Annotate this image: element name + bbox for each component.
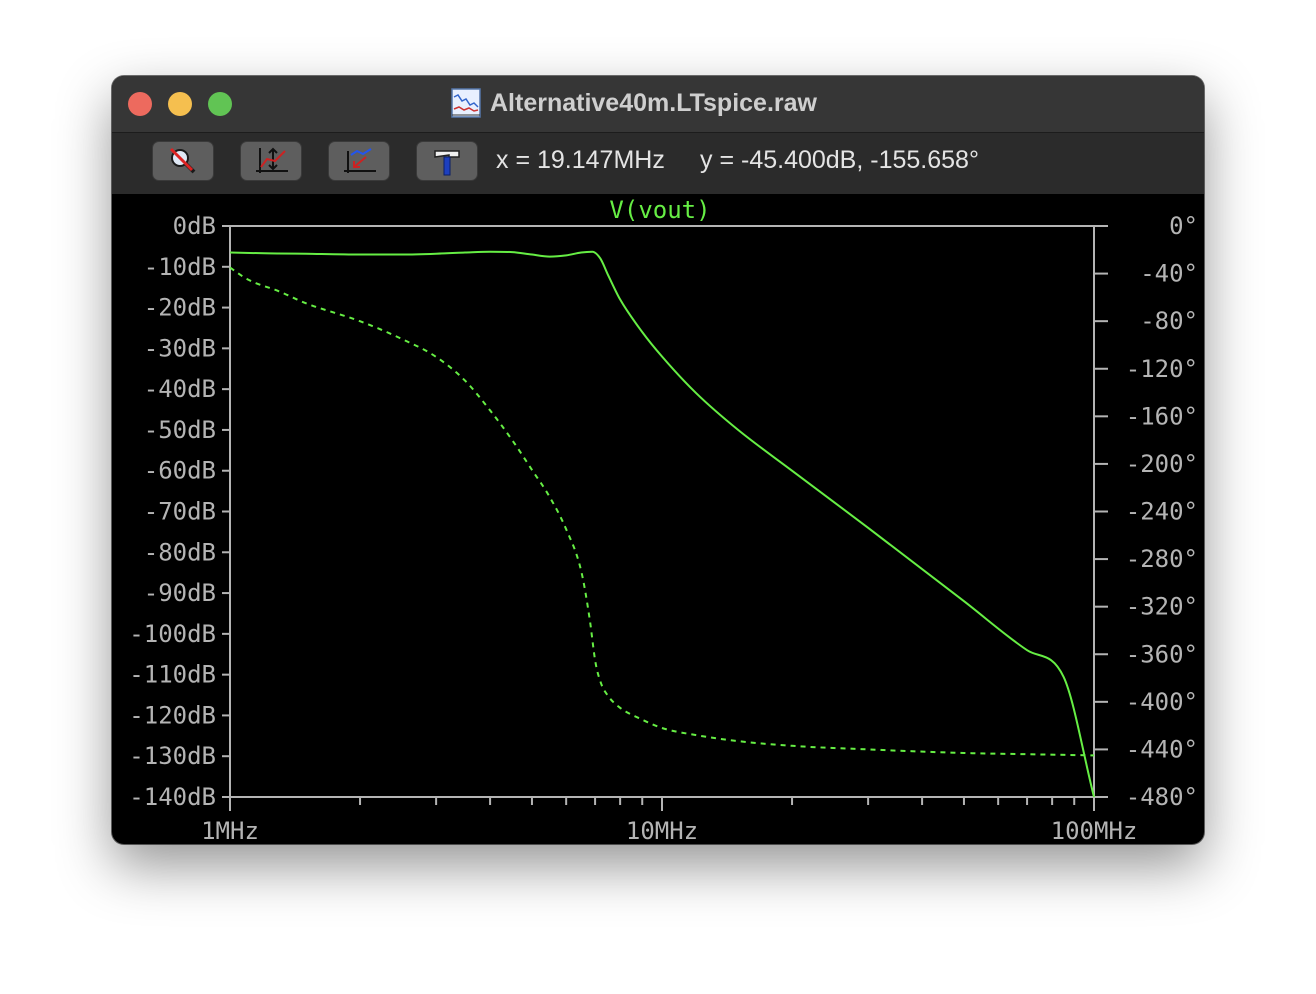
right-axis-tick-label: -160°: [1126, 402, 1198, 430]
close-button[interactable]: [128, 92, 152, 116]
zoom-cancel-button[interactable]: [152, 141, 214, 181]
phase-trace[interactable]: [229, 266, 1095, 757]
autorange-icon: [256, 147, 288, 173]
right-axis-tick-label: -80°: [1140, 307, 1198, 335]
left-axis-tick-label: -90dB: [144, 579, 216, 607]
left-axis-tick-label: -110dB: [129, 661, 216, 689]
autorange-button[interactable]: [240, 141, 302, 181]
bode-plot[interactable]: V(vout) 0dB -10dB -20dB -30dB -40dB -50dB -60d…: [112, 194, 1204, 844]
tools-button[interactable]: [416, 141, 478, 181]
left-axis-tick-label: -20dB: [144, 294, 216, 322]
left-axis-tick-label: -50dB: [144, 416, 216, 444]
zoom-back-icon: [344, 148, 376, 173]
right-axis-tick-label: -360°: [1126, 640, 1198, 668]
trace-label-vout[interactable]: V(vout): [609, 196, 710, 224]
right-axis-tick-label: -200°: [1126, 450, 1198, 478]
right-axis-tick-label: -120°: [1126, 355, 1198, 383]
right-axis-tick-label: -240°: [1126, 498, 1198, 526]
window-title: Alternative40m.LTspice.raw: [490, 88, 817, 117]
left-axis-tick-label: 0dB: [173, 212, 216, 240]
right-axis-tick-label: -320°: [1126, 593, 1198, 621]
cursor-y-readout: y = -45.400dB, -155.658°: [700, 146, 979, 174]
right-axis-tick-label: -40°: [1140, 260, 1198, 288]
left-axis-tick-label: -80dB: [144, 538, 216, 566]
plot-frame: [229, 225, 1095, 798]
minimize-button[interactable]: [168, 92, 192, 116]
right-axis-labels: 0° -40° -80° -120° -160° -200° -240° -280° -320°…: [1126, 212, 1198, 811]
right-axis-tick-label: -280°: [1126, 545, 1198, 573]
cursor-x-readout: x = 19.147MHz: [496, 146, 665, 174]
zoom-window-button[interactable]: [208, 92, 232, 116]
toolbar: x = 19.147MHz y = -45.400dB, -155.658°: [112, 133, 1204, 194]
left-axis-tick-label: -60dB: [144, 457, 216, 485]
left-axis-tick-label: -100dB: [129, 620, 216, 648]
traces: [229, 250, 1095, 798]
left-axis-tick-label: -120dB: [129, 701, 216, 729]
magnitude-trace[interactable]: [229, 250, 1095, 798]
right-axis-tick-label: 0°: [1169, 212, 1198, 240]
left-axis-tick-label: -140dB: [129, 783, 216, 811]
left-axis-tick-label: -30dB: [144, 334, 216, 362]
axis-ticks: [222, 225, 1108, 811]
hammer-icon: [434, 150, 460, 176]
x-axis-tick-label: 100MHz: [1051, 817, 1138, 844]
right-axis-tick-label: -440°: [1126, 735, 1198, 763]
left-axis-tick-label: -70dB: [144, 498, 216, 526]
waveform-viewer-window: Alternative40m.LTspice.raw: [112, 76, 1204, 844]
x-axis-labels: 1MHz 10MHz 100MHz: [201, 817, 1137, 844]
title-bar[interactable]: Alternative40m.LTspice.raw: [112, 76, 1204, 133]
left-axis-labels: 0dB -10dB -20dB -30dB -40dB -50dB -60dB -70dB -8…: [129, 212, 216, 811]
left-axis-tick-label: -40dB: [144, 375, 216, 403]
zoom-cancel-icon: [169, 147, 196, 174]
left-axis-tick-label: -10dB: [144, 253, 216, 281]
right-axis-tick-label: -480°: [1126, 783, 1198, 811]
x-axis-tick-label: 10MHz: [626, 817, 698, 844]
zoom-back-button[interactable]: [328, 141, 390, 181]
waveform-document-icon: [451, 88, 481, 118]
x-axis-tick-label: 1MHz: [201, 817, 259, 844]
right-axis-tick-label: -400°: [1126, 688, 1198, 716]
left-axis-tick-label: -130dB: [129, 742, 216, 770]
